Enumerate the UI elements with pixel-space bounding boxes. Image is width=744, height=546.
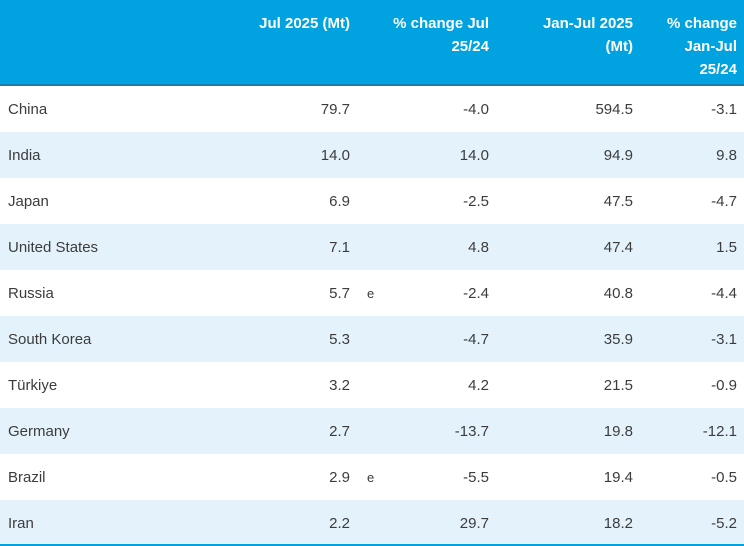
country-label: Brazil bbox=[8, 468, 46, 486]
table-row: Germany 2.7 -13.7 19.8 -12.1 bbox=[0, 408, 744, 454]
country-label: Russia bbox=[8, 284, 54, 302]
value-pct-change-jan-jul: -4.7 bbox=[711, 192, 737, 210]
estimate-flag bbox=[350, 224, 380, 270]
value-jul-2025: 7.1 bbox=[329, 238, 350, 256]
value-pct-change-jul: 4.2 bbox=[468, 376, 489, 394]
value-jan-jul-2025: 94.9 bbox=[603, 146, 633, 164]
country-label: Germany bbox=[8, 422, 70, 440]
value-jul-2025: 2.7 bbox=[329, 422, 350, 440]
table-row: Türkiye 3.2 4.2 21.5 -0.9 bbox=[0, 362, 744, 408]
estimate-flag bbox=[350, 132, 380, 178]
estimate-flag bbox=[350, 178, 380, 224]
value-jul-2025: 5.7 bbox=[329, 284, 350, 302]
estimate-flag bbox=[350, 362, 380, 408]
table-row: Brazil 2.9 e -5.5 19.4 -0.5 bbox=[0, 454, 744, 500]
table-row: India 14.0 14.0 94.9 9.8 bbox=[0, 132, 744, 178]
table-row: China 79.7 -4.0 594.5 -3.1 bbox=[0, 86, 744, 132]
country-label: Japan bbox=[8, 192, 49, 210]
value-pct-change-jul: 4.8 bbox=[468, 238, 489, 256]
table-row: Iran 2.2 29.7 18.2 -5.2 bbox=[0, 500, 744, 546]
value-jan-jul-2025: 47.4 bbox=[603, 238, 633, 256]
table-row: United States 7.1 4.8 47.4 1.5 bbox=[0, 224, 744, 270]
country-label: Türkiye bbox=[8, 376, 58, 394]
header-estimate-spacer bbox=[350, 0, 380, 84]
estimate-flag bbox=[350, 316, 380, 362]
value-pct-change-jul: -13.7 bbox=[454, 422, 489, 440]
value-pct-change-jul: -2.5 bbox=[463, 192, 489, 210]
country-label: United States bbox=[8, 238, 99, 256]
header-jul-2025-mt: Jul 2025 (Mt) bbox=[259, 15, 350, 32]
table-body: China 79.7 -4.0 594.5 -3.1 India 14.0 14… bbox=[0, 86, 744, 546]
value-jul-2025: 79.7 bbox=[320, 100, 350, 118]
value-pct-change-jul: 14.0 bbox=[459, 146, 489, 164]
value-pct-change-jan-jul: -0.9 bbox=[711, 376, 737, 394]
value-jan-jul-2025: 18.2 bbox=[603, 514, 633, 532]
value-jul-2025: 14.0 bbox=[320, 146, 350, 164]
value-pct-change-jul: -4.0 bbox=[463, 100, 489, 118]
header-pct-change-jul: % change Jul 25/24 bbox=[393, 15, 489, 55]
table-row: Russia 5.7 e -2.4 40.8 -4.4 bbox=[0, 270, 744, 316]
value-pct-change-jan-jul: -4.4 bbox=[711, 284, 737, 302]
value-jan-jul-2025: 21.5 bbox=[603, 376, 633, 394]
value-jan-jul-2025: 19.4 bbox=[603, 468, 633, 486]
value-pct-change-jan-jul: -3.1 bbox=[711, 330, 737, 348]
value-pct-change-jan-jul: -3.1 bbox=[711, 100, 737, 118]
value-pct-change-jan-jul: -0.5 bbox=[711, 468, 737, 486]
value-jan-jul-2025: 19.8 bbox=[603, 422, 633, 440]
table-bottom-border bbox=[0, 544, 744, 546]
country-label: India bbox=[8, 146, 41, 164]
value-jul-2025: 2.2 bbox=[329, 514, 350, 532]
value-jul-2025: 6.9 bbox=[329, 192, 350, 210]
value-pct-change-jul: -4.7 bbox=[463, 330, 489, 348]
value-pct-change-jan-jul: 9.8 bbox=[716, 146, 737, 164]
header-country-blank bbox=[0, 0, 220, 84]
estimate-flag bbox=[350, 86, 380, 132]
value-jul-2025: 3.2 bbox=[329, 376, 350, 394]
country-label: Iran bbox=[8, 514, 34, 532]
value-pct-change-jan-jul: 1.5 bbox=[716, 238, 737, 256]
table-row: Japan 6.9 -2.5 47.5 -4.7 bbox=[0, 178, 744, 224]
header-pct-change-jan-jul: % change Jan-Jul 25/24 bbox=[666, 15, 737, 78]
value-pct-change-jul: -2.4 bbox=[463, 284, 489, 302]
header-jan-jul-2025-mt: Jan-Jul 2025 (Mt) bbox=[542, 15, 633, 55]
country-label: China bbox=[8, 100, 48, 118]
estimate-flag bbox=[350, 500, 380, 546]
value-pct-change-jul: 29.7 bbox=[459, 514, 489, 532]
value-pct-change-jan-jul: -12.1 bbox=[702, 422, 737, 440]
value-jul-2025: 5.3 bbox=[329, 330, 350, 348]
value-jan-jul-2025: 594.5 bbox=[595, 100, 633, 118]
estimate-flag bbox=[350, 408, 380, 454]
estimate-flag: e bbox=[367, 285, 375, 301]
table-row: South Korea 5.3 -4.7 35.9 -3.1 bbox=[0, 316, 744, 362]
value-pct-change-jan-jul: -5.2 bbox=[711, 514, 737, 532]
value-jan-jul-2025: 40.8 bbox=[603, 284, 633, 302]
estimate-flag: e bbox=[367, 469, 375, 485]
value-jan-jul-2025: 35.9 bbox=[603, 330, 633, 348]
country-label: South Korea bbox=[8, 330, 92, 348]
table-header-row: Jul 2025 (Mt) % change Jul 25/24 Jan-Jul… bbox=[0, 0, 744, 86]
value-pct-change-jul: -5.5 bbox=[463, 468, 489, 486]
value-jul-2025: 2.9 bbox=[329, 468, 350, 486]
value-jan-jul-2025: 47.5 bbox=[603, 192, 633, 210]
